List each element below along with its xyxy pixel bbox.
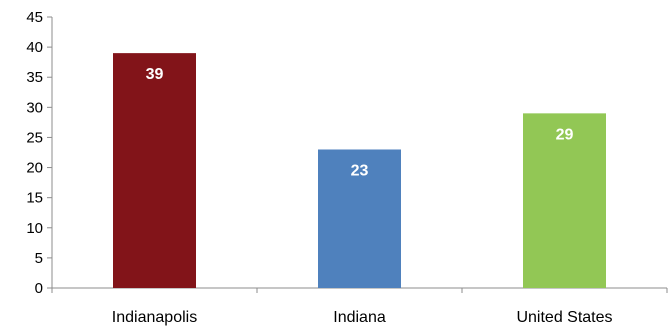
category-labels: Indianapolis Indiana United States: [112, 309, 613, 326]
bar: [113, 53, 196, 289]
bar: [523, 113, 606, 288]
y-axis: 0 5 10 15 20 25 30 35 40 45: [26, 9, 53, 297]
data-labels: 39 23 29: [146, 66, 574, 179]
bars: [113, 53, 606, 289]
y-tick-label: 30: [26, 99, 43, 116]
category-label: Indiana: [333, 309, 386, 326]
y-tick-label: 45: [26, 9, 43, 26]
data-label: 29: [556, 126, 574, 143]
y-tick-label: 35: [26, 69, 43, 86]
y-tick-label: 25: [26, 129, 43, 146]
bar: [318, 149, 401, 288]
data-label: 39: [146, 66, 164, 83]
y-tick-label: 20: [26, 160, 43, 177]
category-label: Indianapolis: [112, 309, 197, 326]
category-label: United States: [516, 309, 612, 326]
data-label: 23: [351, 162, 369, 179]
y-tick-label: 15: [26, 190, 43, 207]
y-tick-label: 5: [35, 250, 43, 267]
x-axis: [51, 287, 668, 293]
y-tick-label: 0: [35, 280, 43, 297]
y-tick-label: 40: [26, 39, 43, 56]
y-tick-label: 10: [26, 220, 43, 237]
